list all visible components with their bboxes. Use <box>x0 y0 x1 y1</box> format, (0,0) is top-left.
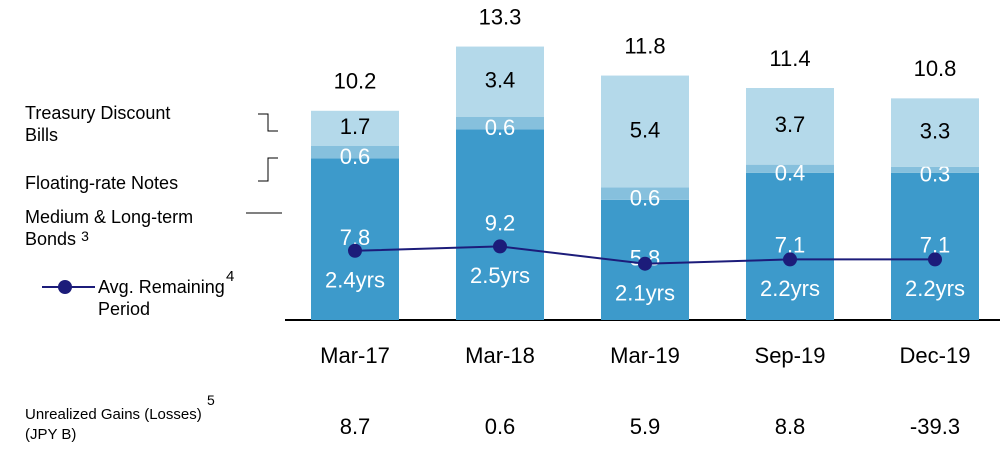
bar-segment <box>601 75 689 188</box>
data-label: 0.6 <box>340 144 371 169</box>
x-tick-label: Mar-18 <box>465 343 535 368</box>
footnote: 4 <box>226 268 235 285</box>
total-label: 13.3 <box>479 4 522 29</box>
footnote: 3 <box>81 228 89 244</box>
legend-label: Medium & Long-term Bonds 3 <box>25 206 225 251</box>
x-tick-label: Mar-17 <box>320 343 390 368</box>
total-label: 11.8 <box>624 33 665 58</box>
data-label: 3.4 <box>485 68 516 93</box>
total-label: 10.2 <box>334 69 377 94</box>
line-value-label: 2.1yrs <box>615 281 675 306</box>
legend-label: Floating-rate Notes <box>25 173 179 193</box>
legend-marker <box>58 280 72 294</box>
bar-segment <box>891 166 979 173</box>
bar-segment <box>891 98 979 167</box>
line-value-label: 2.5yrs <box>470 263 530 288</box>
data-label: 3.7 <box>775 112 806 137</box>
bar-segment <box>456 129 544 320</box>
bar-segment <box>746 172 834 320</box>
gains-value: -39.3 <box>910 414 960 439</box>
gains-value: 8.8 <box>775 414 806 439</box>
data-label: 3.3 <box>920 118 951 143</box>
x-tick-label: Sep-19 <box>755 343 826 368</box>
legend-text: Medium & Long-term Bonds <box>25 207 194 249</box>
data-label: 9.2 <box>485 211 516 236</box>
x-tick-label: Dec-19 <box>900 343 971 368</box>
data-label: 1.7 <box>340 114 371 139</box>
gains-value: 8.7 <box>340 414 371 439</box>
bar-segment <box>746 88 834 165</box>
bar-segment <box>456 117 544 130</box>
line-marker <box>928 252 942 267</box>
line-value-label: 2.4yrs <box>325 268 385 293</box>
total-label: 10.8 <box>914 56 957 81</box>
line-marker <box>638 256 652 271</box>
data-label: 0.6 <box>630 185 661 210</box>
bar-segment <box>601 187 689 200</box>
bar-segment <box>891 172 979 320</box>
total-label: 11.4 <box>769 46 810 71</box>
line-value-label: 2.2yrs <box>905 276 965 301</box>
bar-segment <box>456 46 544 118</box>
line-marker <box>783 252 797 267</box>
data-label: 0.4 <box>775 161 806 186</box>
line-value-label: 2.2yrs <box>760 276 820 301</box>
gains-label: Unrealized Gains (Losses) <box>25 406 202 423</box>
gains-unit: (JPY B) <box>25 426 77 443</box>
x-tick-label: Mar-19 <box>610 343 680 368</box>
line-marker <box>348 243 362 258</box>
legend-bracket <box>258 157 278 182</box>
bar-segment <box>746 164 834 173</box>
bar-segment <box>311 110 399 146</box>
gains-value: 5.9 <box>630 414 661 439</box>
legend-bracket <box>258 113 278 132</box>
data-label: 0.6 <box>485 115 516 140</box>
gains-value: 0.6 <box>485 414 516 439</box>
footnote: 5 <box>207 392 215 408</box>
bar-segment <box>311 158 399 320</box>
line-marker <box>493 239 507 254</box>
legend-label: Avg. Remaining Period <box>98 277 225 319</box>
data-label: 5.4 <box>630 117 661 142</box>
legend-label: Treasury Discount Bills <box>25 103 171 145</box>
bar-segment <box>311 146 399 159</box>
